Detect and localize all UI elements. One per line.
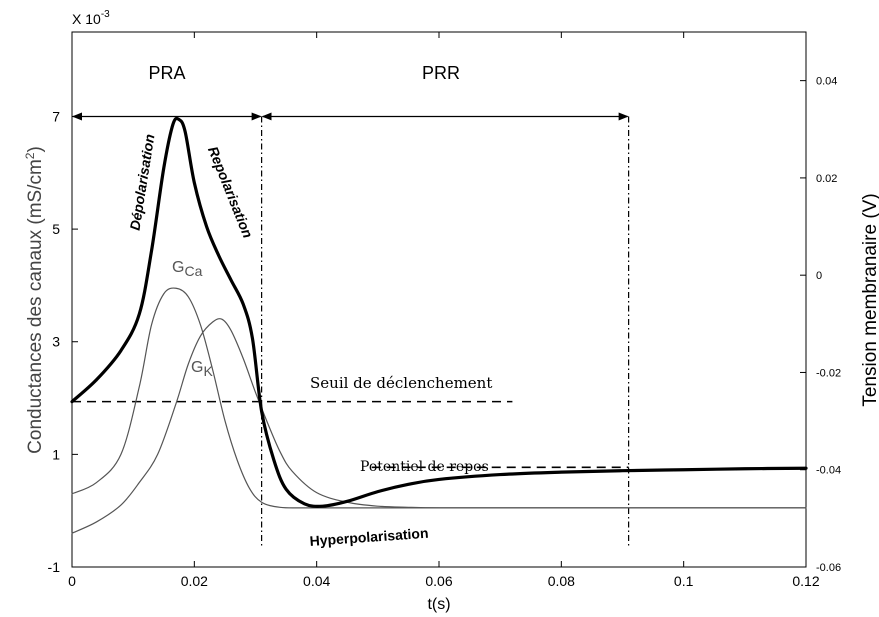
y-right-tick-label: 0 [816, 270, 822, 282]
y-right-axis-ticks: -0.06 -0.04 -0.02 0 0.02 0.04 [800, 76, 841, 574]
y-left-axis-label-main: Conductances des canaux (mS/cm [25, 159, 46, 454]
y-left-tick-label: 1 [52, 446, 60, 462]
x-tick-label: 0.06 [425, 573, 452, 589]
y-left-tick-label: -1 [48, 559, 61, 575]
y-left-axis-label: Conductances des canaux (mS/cm2) [23, 146, 46, 454]
hyperpolarisation-label: Hyperpolarisation [309, 525, 429, 549]
y-left-axis-label-close: ) [25, 146, 46, 152]
series-group [70, 116, 808, 534]
prr-label: PRR [422, 63, 460, 83]
x-axis-label: t(s) [427, 596, 450, 613]
y-right-tick-label: -0.06 [816, 562, 841, 574]
pra-label: PRA [148, 63, 185, 83]
y-left-axis-label-sup: 2 [23, 152, 37, 159]
y-left-axis-ticks: -1 1 3 5 7 [48, 108, 78, 575]
gca-label-main: G [172, 259, 184, 276]
gk-label-sub: K [203, 363, 213, 379]
repos-label: Potentiel de repos [360, 459, 489, 475]
x-tick-label: 0.1 [674, 573, 694, 589]
y-left-tick-label: 7 [52, 108, 60, 124]
gk-label-main: G [191, 359, 203, 376]
y-right-axis-label: Tension membranaire (V) [860, 193, 879, 406]
series-line-membrane-potential [70, 116, 808, 508]
plot-frame [71, 31, 807, 568]
gca-label: GCa [172, 259, 203, 279]
y-left-tick-label: 5 [52, 221, 60, 237]
x-tick-label: 0.12 [792, 573, 819, 589]
gca-label-sub: Ca [184, 263, 202, 279]
x-tick-label: 0.02 [181, 573, 208, 589]
left-axis-multiplier-exp: -3 [101, 9, 110, 20]
series-line-gk [71, 318, 807, 534]
gk-label: GK [191, 359, 213, 379]
left-axis-multiplier: X 10-3 [72, 9, 110, 27]
y-right-tick-label: 0.02 [816, 173, 837, 185]
x-axis-ticks: 0 0.02 0.04 0.06 0.08 0.1 0.12 [68, 32, 820, 589]
x-tick-label: 0.04 [303, 573, 330, 589]
depolarisation-label: Dépolarisation [127, 133, 158, 232]
y-right-tick-label: 0.04 [816, 76, 837, 88]
reference-lines [72, 112, 630, 547]
repolarisation-label: Repolarisation [205, 144, 256, 240]
x-tick-label: 0 [68, 573, 76, 589]
y-right-tick-label: -0.04 [816, 465, 841, 477]
y-left-tick-label: 3 [52, 334, 60, 350]
left-axis-multiplier-base: X 10 [72, 11, 101, 27]
y-right-tick-label: -0.02 [816, 367, 841, 379]
seuil-label: Seuil de déclenchement [310, 374, 492, 392]
x-tick-label: 0.08 [548, 573, 575, 589]
